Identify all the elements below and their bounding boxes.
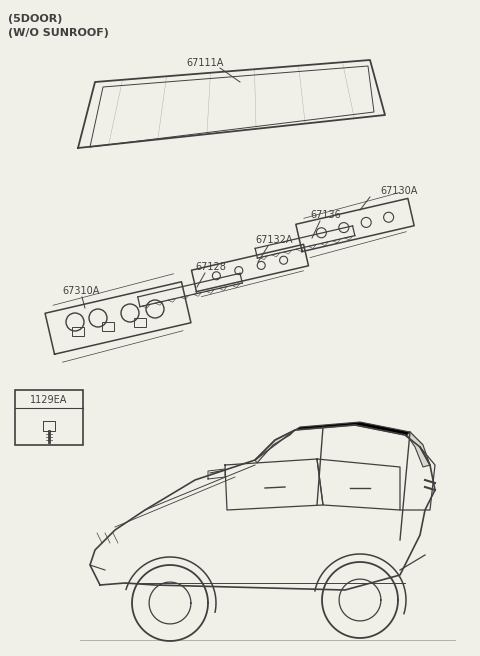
Text: 67310A: 67310A: [62, 286, 99, 296]
Text: 67128: 67128: [195, 262, 226, 272]
Bar: [15, 390, 83, 445]
Polygon shape: [407, 432, 430, 467]
Polygon shape: [295, 422, 423, 447]
Text: 1129EA: 1129EA: [30, 395, 68, 405]
Text: 67111A: 67111A: [186, 58, 224, 68]
Polygon shape: [255, 430, 295, 463]
Text: 67130A: 67130A: [380, 186, 418, 196]
Text: 67132A: 67132A: [255, 235, 292, 245]
Text: (5DOOR): (5DOOR): [8, 14, 62, 24]
Text: (W/O SUNROOF): (W/O SUNROOF): [8, 28, 109, 38]
Text: 67136: 67136: [310, 210, 341, 220]
